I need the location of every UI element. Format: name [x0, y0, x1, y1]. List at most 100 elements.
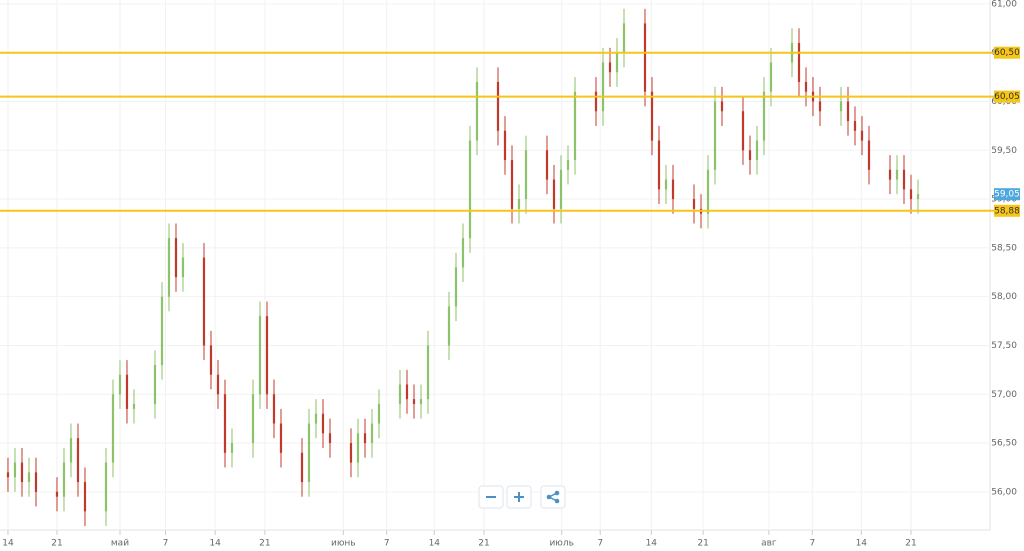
- candle-body: [468, 140, 472, 239]
- candle-body: [818, 101, 822, 112]
- x-tick-label: 14: [429, 539, 441, 549]
- zoom-in-button[interactable]: [506, 485, 532, 509]
- candle-body: [405, 384, 409, 400]
- candle-body: [475, 81, 479, 141]
- candle-body: [426, 345, 430, 400]
- y-tick-label: 57,00: [991, 390, 1017, 400]
- candle-body: [909, 189, 913, 200]
- x-tick-label: 14: [209, 539, 221, 549]
- candle-body: [895, 169, 899, 180]
- candle-body: [566, 160, 570, 170]
- candle-body: [272, 394, 276, 424]
- candle-body: [251, 394, 255, 444]
- candle-body: [496, 81, 500, 131]
- candle-body: [643, 23, 647, 92]
- share-button[interactable]: [540, 485, 566, 509]
- x-tick-label: 7: [163, 539, 169, 549]
- candle-body: [804, 81, 808, 92]
- x-tick-label: 21: [478, 539, 489, 549]
- zoom-out-button[interactable]: [478, 485, 504, 509]
- candle-body: [762, 91, 766, 141]
- candle-body: [797, 42, 801, 82]
- y-tick-label: 57,50: [991, 341, 1017, 351]
- candle-body: [111, 394, 115, 463]
- candle-body: [741, 111, 745, 151]
- candle-body: [370, 423, 374, 444]
- candle-body: [202, 257, 206, 346]
- y-tick-label: 58,50: [991, 243, 1017, 253]
- y-tick-label: 56,00: [991, 487, 1017, 497]
- candle-body: [363, 433, 367, 444]
- candle-body: [6, 472, 10, 478]
- candle-body: [524, 150, 528, 200]
- candle-body: [608, 62, 612, 73]
- candle-body: [839, 101, 843, 112]
- x-tick-label: 7: [384, 539, 390, 549]
- candle-body: [748, 150, 752, 161]
- candle-body: [167, 238, 171, 297]
- candle-body: [209, 345, 213, 375]
- candle-body: [13, 462, 17, 478]
- candle-body: [181, 257, 185, 278]
- y-tick-label: 56,50: [991, 439, 1017, 449]
- current-price-box: [994, 188, 1020, 201]
- x-tick-label: 7: [809, 539, 815, 549]
- candle-body: [664, 179, 668, 190]
- candle-body: [622, 23, 626, 53]
- candle-body: [755, 140, 759, 161]
- candle-body: [419, 399, 423, 405]
- x-tick-label: 21: [905, 539, 916, 549]
- candle-body: [517, 199, 521, 209]
- level-label-box: [994, 204, 1020, 217]
- candle-body: [552, 179, 556, 209]
- candle-body: [55, 491, 59, 497]
- y-tick-label: 58,00: [991, 292, 1017, 302]
- candle-body: [713, 101, 717, 170]
- candle-body: [503, 130, 507, 161]
- candle-body: [328, 433, 332, 444]
- candle-body: [657, 140, 661, 190]
- candle-body: [265, 316, 269, 395]
- candle-body: [125, 374, 129, 409]
- candle-body: [20, 462, 24, 483]
- x-tick-label: 21: [697, 539, 708, 549]
- candle-body: [461, 238, 465, 268]
- candle-body: [545, 150, 549, 180]
- candle-body: [356, 433, 360, 463]
- candle-body: [853, 121, 857, 131]
- candle-body: [223, 394, 227, 453]
- candle-body: [720, 101, 724, 112]
- x-tick-label: 21: [51, 539, 62, 549]
- x-tick-label: 14: [646, 539, 658, 549]
- candle-body: [860, 130, 864, 141]
- x-tick-label: июнь: [331, 539, 356, 549]
- candle-body: [454, 267, 458, 307]
- candle-body: [447, 306, 451, 346]
- candle-body: [34, 472, 38, 492]
- candle-body: [867, 140, 871, 170]
- x-tick-label: авг: [761, 539, 777, 549]
- candle-body: [160, 296, 164, 365]
- candle-body: [573, 91, 577, 161]
- candle-body: [349, 443, 353, 463]
- level-label: 60,50: [994, 48, 1020, 58]
- candle-body: [601, 62, 605, 112]
- candle-body: [279, 423, 283, 453]
- candle-body: [559, 169, 563, 209]
- level-label: 58,88: [994, 206, 1020, 216]
- x-tick-label: 14: [2, 539, 14, 549]
- candle-body: [153, 364, 157, 405]
- candle-body: [258, 316, 262, 395]
- y-tick-label: 59,50: [991, 146, 1017, 156]
- candle-body: [62, 462, 66, 497]
- candle-body: [916, 194, 920, 200]
- x-tick-label: 21: [259, 539, 270, 549]
- x-tick-label: июль: [549, 539, 573, 549]
- level-label: 60,05: [994, 92, 1020, 102]
- candle-body: [314, 413, 318, 424]
- level: 58,88: [0, 204, 1020, 217]
- candle-body: [594, 91, 598, 112]
- candle-body: [300, 452, 304, 483]
